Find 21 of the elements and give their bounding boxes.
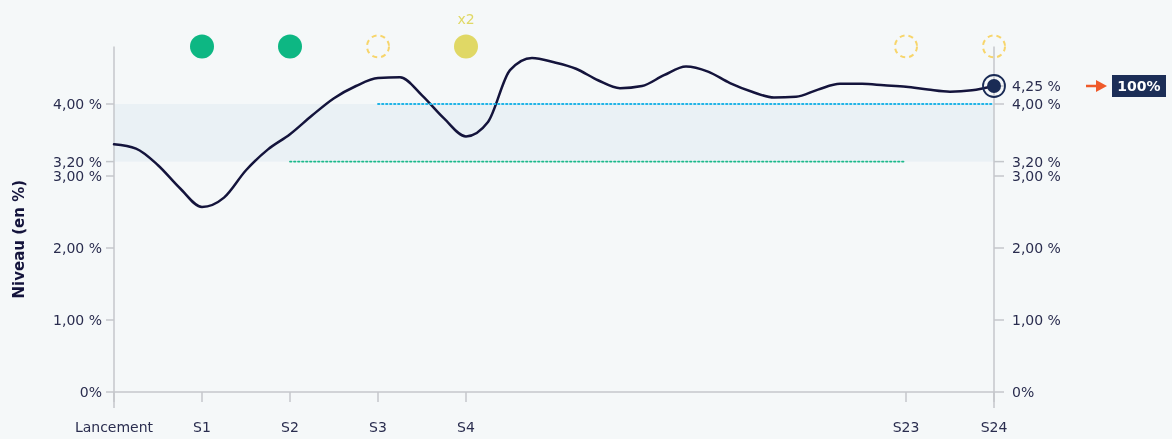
y-tick-label: 1,00 % bbox=[53, 311, 102, 328]
y-tick-label: 2,00 % bbox=[53, 239, 102, 256]
x-tick-label: Lancement bbox=[74, 419, 154, 435]
y2-tick-label: 3,20 % bbox=[1012, 153, 1061, 170]
y2-tick-label: 4,25 % bbox=[1012, 77, 1061, 94]
x-tick-label: S4 bbox=[457, 419, 475, 435]
y-axis-title: Niveau (en %) bbox=[10, 179, 28, 299]
y-tick-label: 4,00 % bbox=[53, 95, 102, 112]
x-tick-label: S3 bbox=[369, 419, 387, 435]
y2-tick-label: 0% bbox=[1012, 383, 1035, 400]
y2-tick-label: 1,00 % bbox=[1012, 311, 1061, 328]
text: 100% bbox=[1117, 78, 1161, 94]
annotation: x2 bbox=[457, 11, 475, 28]
x-tick-label: S24 bbox=[980, 419, 1008, 435]
y-tick-label: 0% bbox=[79, 383, 102, 400]
y-tick-label: 3,20 % bbox=[53, 153, 102, 170]
x-tick-label: S1 bbox=[193, 419, 211, 435]
x-tick-label: S23 bbox=[892, 419, 920, 435]
y2-tick-label: 2,00 % bbox=[1012, 239, 1061, 256]
y2-tick-label: 4,00 % bbox=[1012, 95, 1061, 112]
x-tick-label: S2 bbox=[281, 419, 299, 435]
